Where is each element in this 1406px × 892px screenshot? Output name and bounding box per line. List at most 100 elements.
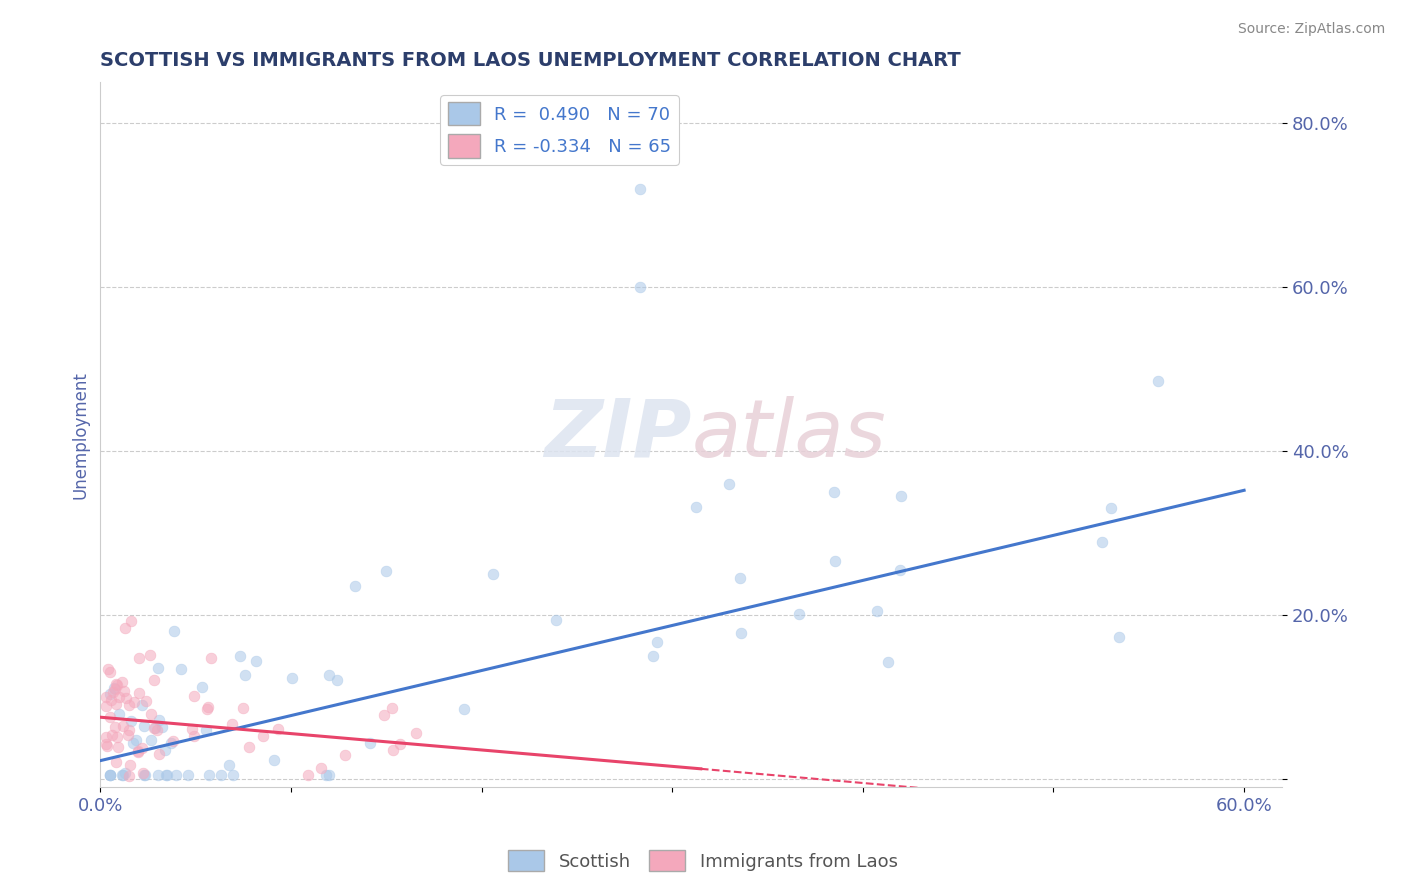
- Point: [104, 677, 127, 691]
- Point: [318, 767, 340, 781]
- Point: [118, 758, 141, 772]
- Point: [96, 739, 118, 754]
- Point: [197, 700, 219, 714]
- Point: [405, 726, 427, 740]
- Point: [375, 564, 398, 578]
- Text: atlas: atlas: [692, 395, 886, 474]
- Point: [104, 681, 127, 696]
- Legend: R =  0.490   N = 70, R = -0.334   N = 65: R = 0.490 N = 70, R = -0.334 N = 65: [440, 95, 679, 165]
- Point: [315, 767, 337, 781]
- Point: [381, 700, 404, 714]
- Point: [325, 673, 347, 688]
- Point: [866, 604, 889, 618]
- Point: [112, 683, 135, 698]
- Point: [98, 767, 121, 781]
- Point: [194, 723, 217, 737]
- Point: [115, 691, 138, 706]
- Point: [359, 736, 381, 750]
- Point: [142, 721, 165, 735]
- Point: [135, 694, 157, 708]
- Point: [124, 695, 146, 709]
- Point: [114, 621, 136, 635]
- Point: [718, 476, 741, 491]
- Point: [148, 713, 170, 727]
- Point: [98, 710, 121, 724]
- Point: [233, 668, 256, 682]
- Point: [139, 733, 162, 747]
- Point: [111, 675, 134, 690]
- Point: [132, 766, 155, 780]
- Point: [134, 767, 156, 781]
- Point: [221, 717, 243, 731]
- Point: [685, 500, 707, 515]
- Point: [823, 484, 845, 499]
- Point: [98, 767, 121, 781]
- Point: [318, 667, 340, 681]
- Point: [156, 767, 179, 781]
- Point: [218, 758, 240, 772]
- Point: [229, 649, 252, 664]
- Point: [150, 720, 173, 734]
- Point: [197, 767, 219, 781]
- Point: [108, 690, 131, 704]
- Point: [160, 736, 183, 750]
- Text: Source: ZipAtlas.com: Source: ZipAtlas.com: [1237, 22, 1385, 37]
- Point: [877, 655, 900, 669]
- Point: [183, 690, 205, 704]
- Point: [105, 678, 128, 692]
- Point: [162, 734, 184, 748]
- Point: [97, 662, 120, 676]
- Point: [245, 654, 267, 668]
- Point: [118, 769, 141, 783]
- Point: [181, 722, 204, 736]
- Point: [165, 767, 187, 781]
- Point: [94, 730, 117, 744]
- Point: [153, 743, 176, 757]
- Point: [238, 740, 260, 755]
- Point: [107, 740, 129, 755]
- Point: [382, 743, 405, 757]
- Point: [132, 767, 155, 781]
- Point: [101, 728, 124, 742]
- Point: [127, 744, 149, 758]
- Point: [481, 567, 503, 582]
- Y-axis label: Unemployment: Unemployment: [72, 371, 89, 499]
- Point: [121, 736, 143, 750]
- Point: [211, 767, 233, 781]
- Point: [120, 714, 142, 729]
- Point: [177, 767, 200, 781]
- Point: [645, 635, 668, 649]
- Point: [103, 681, 125, 696]
- Point: [344, 579, 367, 593]
- Point: [309, 761, 332, 775]
- Point: [170, 662, 193, 676]
- Point: [112, 767, 135, 781]
- Point: [145, 723, 167, 737]
- Point: [889, 563, 911, 577]
- Point: [263, 753, 285, 767]
- Point: [128, 686, 150, 700]
- Legend: Scottish, Immigrants from Laos: Scottish, Immigrants from Laos: [501, 843, 905, 879]
- Point: [146, 661, 169, 675]
- Point: [1147, 375, 1170, 389]
- Point: [453, 702, 475, 716]
- Point: [104, 698, 127, 712]
- Point: [118, 698, 141, 712]
- Point: [252, 729, 274, 743]
- Point: [114, 766, 136, 780]
- Point: [200, 651, 222, 665]
- Point: [1108, 631, 1130, 645]
- Point: [191, 680, 214, 694]
- Point: [146, 767, 169, 781]
- Point: [221, 767, 243, 781]
- Point: [628, 182, 651, 196]
- Point: [728, 571, 751, 585]
- Point: [643, 648, 665, 663]
- Text: ZIP: ZIP: [544, 395, 692, 474]
- Point: [94, 698, 117, 713]
- Point: [105, 756, 128, 770]
- Point: [134, 719, 156, 733]
- Point: [143, 673, 166, 687]
- Point: [139, 648, 162, 663]
- Point: [131, 698, 153, 712]
